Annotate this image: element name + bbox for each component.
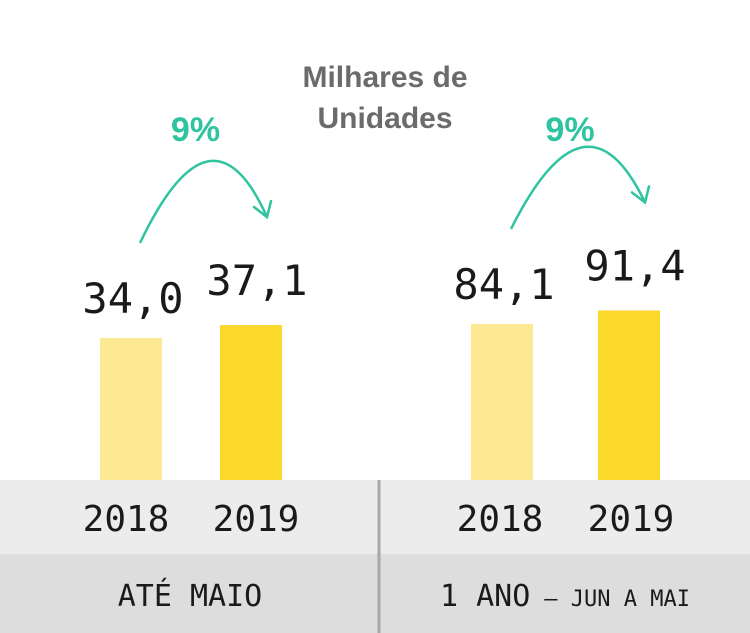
x-tick-label: 2018: [457, 499, 544, 540]
growth-arrow: [509, 145, 647, 230]
bar-2018: [100, 338, 162, 480]
x-tick-label: 2019: [588, 499, 675, 540]
arrow-head: [252, 199, 273, 220]
group-label-1-ano: 1 ANO – JUN A MAI: [440, 579, 690, 614]
growth-arrow: [138, 159, 269, 244]
data-label: 91,4: [584, 241, 685, 290]
bar-2019: [220, 325, 282, 480]
arrow-head: [630, 185, 651, 205]
growth-label: 9%: [171, 111, 220, 149]
group-label-ate-maio: ATÉ MAIO: [118, 578, 263, 614]
bar-2018: [471, 324, 533, 480]
period-band: [0, 554, 750, 633]
data-label: 37,1: [206, 256, 307, 305]
x-tick-label: 2019: [213, 499, 300, 540]
chart-title-line-2: Unidades: [317, 102, 452, 135]
bar-2019: [598, 310, 660, 480]
group-label-sub: – JUN A MAI: [544, 587, 690, 612]
years-band: [0, 480, 750, 554]
growth-label: 9%: [545, 111, 594, 149]
chart-title-line-1: Milhares de: [302, 61, 467, 94]
data-label: 84,1: [453, 260, 554, 309]
chart-marks: 34,0 37,1 9% 84,1 91,4 9%: [82, 111, 686, 480]
data-label: 34,0: [82, 274, 183, 323]
group-label-main: 1 ANO: [440, 579, 530, 614]
x-tick-label: 2018: [83, 499, 170, 540]
